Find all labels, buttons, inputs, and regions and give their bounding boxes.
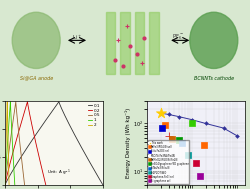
0.1 [4,184,6,186]
2 [6,141,10,143]
Circle shape [12,12,60,68]
Point [202,144,205,147]
1 [11,142,14,144]
0.2 [31,125,34,128]
2 [5,116,8,119]
Bar [134,12,144,74]
Point [166,134,170,137]
Line: 1: 1 [5,102,15,185]
0.5 [23,184,26,186]
0.1 [69,125,72,128]
0.2 [9,161,12,163]
Point [158,112,162,115]
0.2 [44,184,47,186]
0.1 [58,101,60,103]
0.5 [18,141,21,143]
0.2 [18,127,21,129]
Legend: This work, NaFe3(PO4)3(sel), Si/a-Fe2O3 sel, RGO/Si/Fe3N4/Fe4N, NaMnO2/RGO/Si/Fe: This work, NaFe3(PO4)3(sel), Si/a-Fe2O3 … [148,140,190,184]
0.2 [34,142,37,144]
0.2 [21,116,24,119]
0.1 [46,116,49,119]
2 [6,142,10,144]
1 [11,141,14,143]
1 [13,184,16,186]
0.5 [4,184,6,186]
0.5 [16,125,20,128]
Text: BCNNTs cathode: BCNNTs cathode [194,76,234,81]
Point [180,142,184,145]
Point [170,137,173,140]
0.5 [6,161,9,163]
2 [4,184,6,186]
Bar [120,12,130,74]
Point [186,153,190,156]
0.5 [12,116,15,119]
Point [198,174,202,177]
0.1 [102,184,104,186]
2 [6,125,9,128]
1 [4,184,6,186]
1 [9,101,12,103]
Y-axis label: Energy Density (Wh kg⁻¹): Energy Density (Wh kg⁻¹) [125,108,131,178]
0.1 [78,142,80,144]
0.5 [14,101,17,103]
2 [8,184,10,186]
2 [5,127,8,129]
Text: Li$^+$: Li$^+$ [72,33,82,42]
Bar [106,12,116,74]
2 [4,161,7,163]
0.2 [34,141,37,143]
1 [7,127,10,129]
Point [176,138,180,141]
Point [160,127,164,130]
Point [194,161,198,164]
0.5 [18,142,21,144]
0.2 [4,184,6,186]
0.5 [10,127,14,129]
2 [6,101,9,103]
0.1 [77,141,80,143]
1 [5,161,8,163]
Line: 0.2: 0.2 [5,102,46,185]
Text: Si@GA anode: Si@GA anode [20,76,53,81]
Legend: 0.1, 0.2, 0.5, 1, 2: 0.1, 0.2, 0.5, 1, 2 [87,103,101,128]
1 [10,125,13,128]
0.1 [16,161,20,163]
Line: 0.5: 0.5 [5,102,24,185]
Line: 0.1: 0.1 [5,102,103,185]
Line: 2: 2 [5,102,9,185]
Text: PF$_6^-$: PF$_6^-$ [172,33,184,42]
0.2 [26,101,29,103]
Bar [149,12,158,74]
Circle shape [190,12,238,68]
1 [8,116,11,119]
0.1 [39,127,42,129]
Text: Unit: A g$^{-1}$: Unit: A g$^{-1}$ [47,167,71,178]
Point [163,123,167,126]
Point [190,122,194,125]
